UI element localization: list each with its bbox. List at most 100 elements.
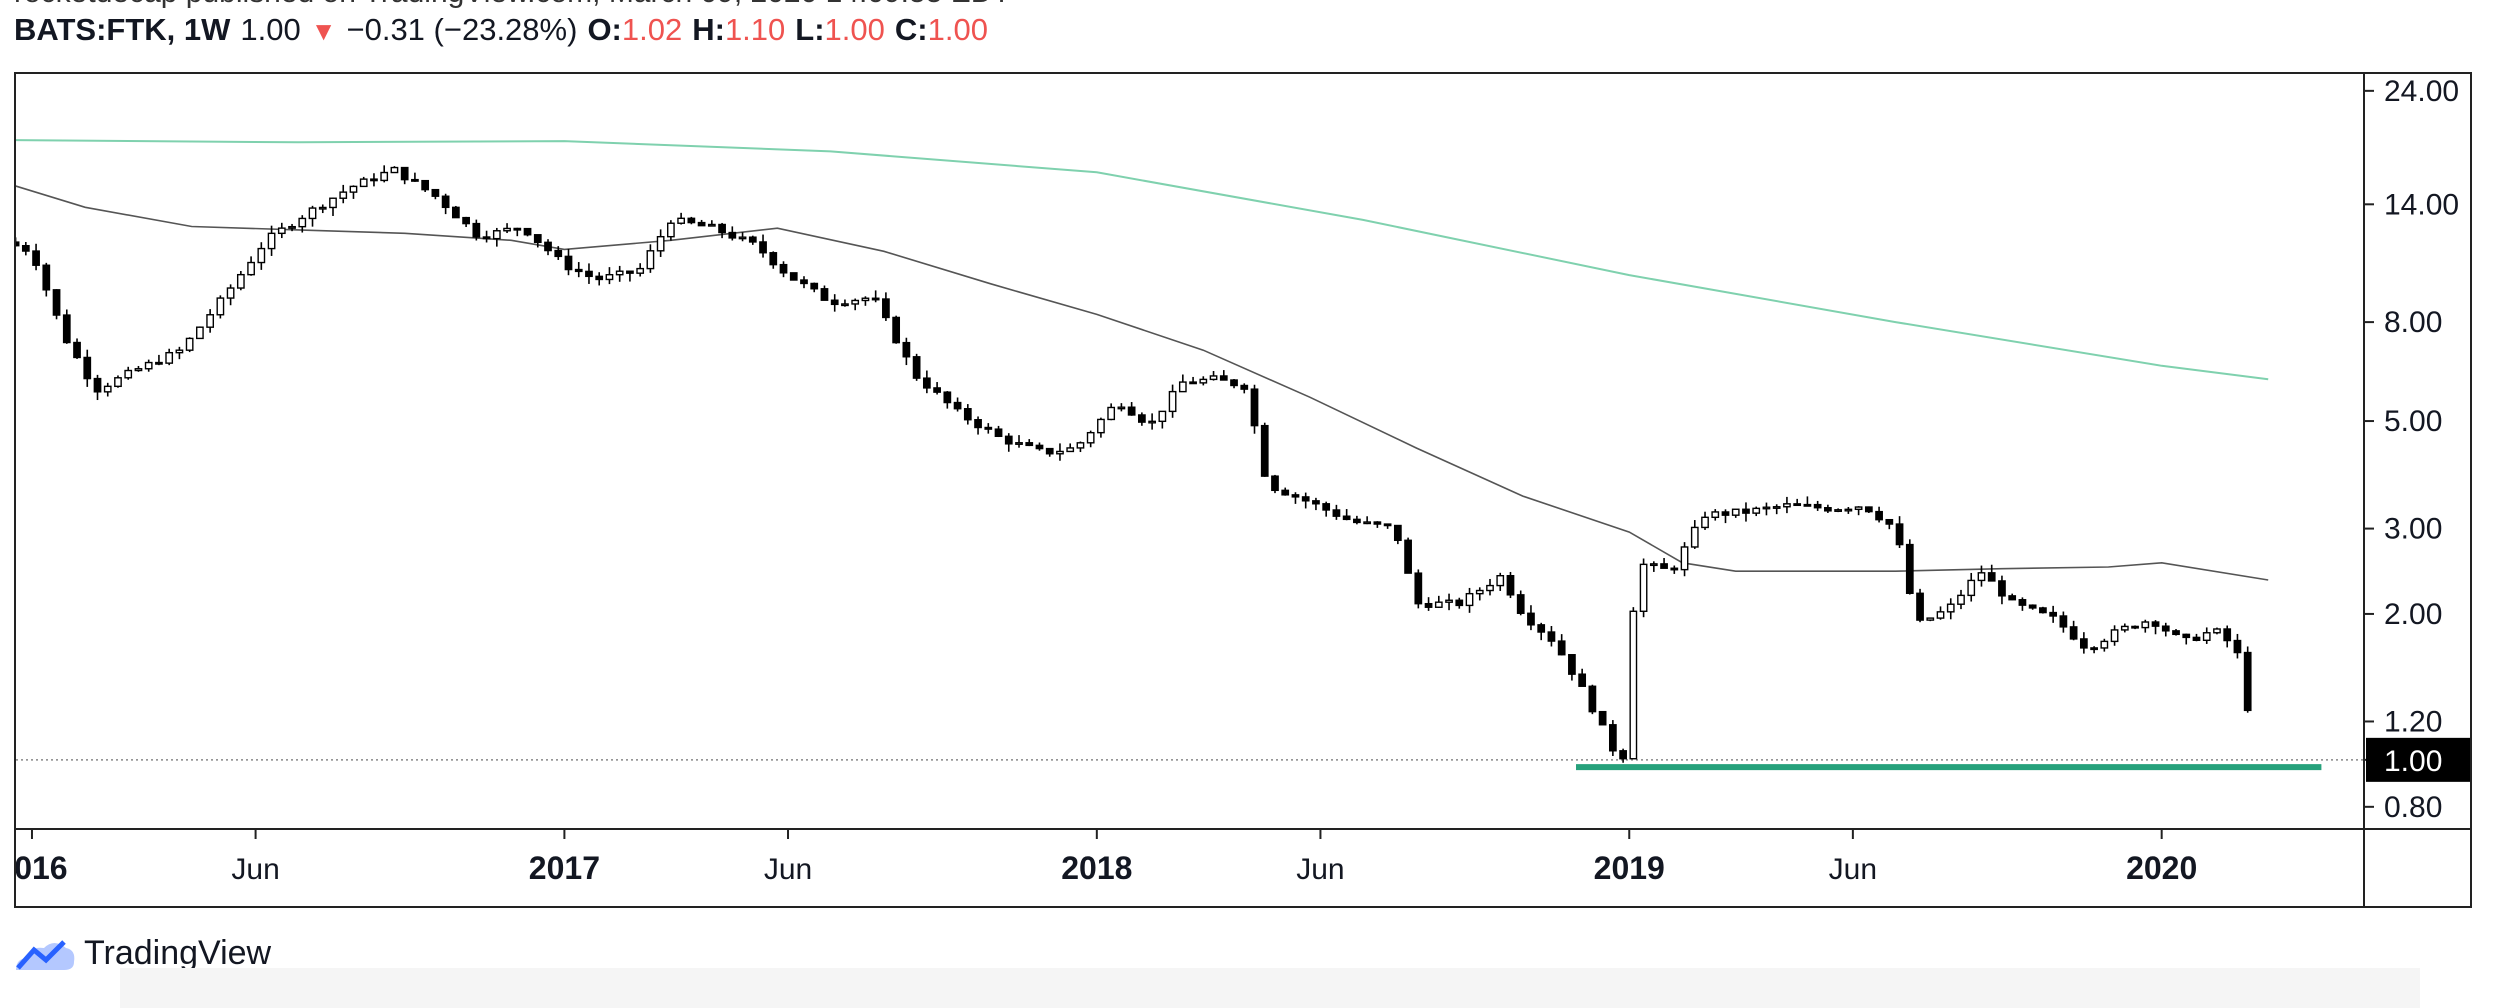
candle-down xyxy=(1578,673,1587,687)
candle-down xyxy=(1875,510,1883,521)
candle-up xyxy=(677,217,685,224)
candle-up xyxy=(103,385,112,393)
candle-down xyxy=(21,244,30,252)
candle-up xyxy=(1209,375,1218,381)
candle-down xyxy=(441,195,450,209)
chart-frame[interactable]: 24.00 14.00 8.00 5.00 3.00 2.00 1.20 0.80 2016 Ju… xyxy=(14,72,2472,908)
candle-down xyxy=(1301,496,1310,502)
candle-down xyxy=(1987,572,1996,582)
candle-down xyxy=(564,255,573,271)
candle-down xyxy=(1281,489,1290,496)
candle-up xyxy=(707,223,716,227)
candle-down xyxy=(16,241,20,247)
candle-down xyxy=(421,179,430,191)
candle-up xyxy=(1772,506,1781,509)
candle-up xyxy=(185,337,194,351)
candle-down xyxy=(779,263,788,274)
candle-down xyxy=(933,387,941,393)
candle-down xyxy=(1455,599,1464,607)
candle-down xyxy=(871,297,880,301)
candle-down xyxy=(984,426,993,430)
open-value: 1.02 xyxy=(621,12,683,47)
candle-up xyxy=(646,250,655,270)
candle-down xyxy=(431,188,440,197)
close-label: C: xyxy=(894,12,928,47)
candle-up xyxy=(196,326,204,340)
candle-down xyxy=(1527,612,1535,626)
tradingview-logo[interactable]: TradingView xyxy=(14,934,271,973)
candle-up xyxy=(144,361,153,370)
candle-up xyxy=(1926,617,1935,621)
candle-up xyxy=(605,273,614,281)
candle-up xyxy=(1475,589,1484,595)
candle-down xyxy=(370,178,378,182)
candle-down xyxy=(595,275,604,281)
candle-up xyxy=(1465,592,1474,607)
candle-down xyxy=(52,289,61,316)
candle-up xyxy=(236,273,245,289)
candle-up xyxy=(359,178,368,188)
candle-down xyxy=(902,341,911,358)
candle-down xyxy=(1813,503,1822,509)
candle-up xyxy=(308,207,317,220)
candle-down xyxy=(513,227,522,231)
candle-up xyxy=(2120,625,2129,631)
candle-up xyxy=(492,230,501,240)
candle-down xyxy=(1895,523,1904,546)
candle-up xyxy=(1056,450,1064,455)
symbol-label[interactable]: BATS:FTK, 1W xyxy=(14,12,231,47)
candle-down xyxy=(1516,594,1525,614)
candle-up xyxy=(1844,508,1853,512)
candle-up xyxy=(1168,390,1177,413)
candle-up xyxy=(1711,511,1720,519)
candle-down xyxy=(882,298,890,319)
candle-down xyxy=(759,241,767,254)
candle-down xyxy=(1322,503,1331,511)
candle-down xyxy=(1138,414,1146,423)
candle-up xyxy=(656,235,665,252)
candle-down xyxy=(1905,543,1914,594)
price-tag-label: 1.00 xyxy=(2384,745,2442,778)
candle-down xyxy=(1998,580,2006,597)
candle-down xyxy=(1332,509,1341,517)
candle-down xyxy=(400,166,409,181)
candle-down xyxy=(1260,424,1269,477)
candle-down xyxy=(2233,639,2242,654)
candle-down xyxy=(1619,750,1627,760)
price-tick-label: 14.00 xyxy=(2384,188,2459,221)
candle-down xyxy=(533,234,542,244)
candle-down xyxy=(32,250,40,266)
candle-down xyxy=(544,241,552,252)
candle-down xyxy=(2008,595,2017,601)
candle-down xyxy=(922,377,931,389)
candle-up xyxy=(1946,603,1955,613)
candle-up xyxy=(267,232,276,250)
candle-down xyxy=(912,356,921,379)
candle-down xyxy=(1916,592,1924,621)
candle-down xyxy=(830,299,839,306)
candle-down xyxy=(2192,636,2201,641)
candle-up xyxy=(1701,516,1709,529)
candle-down xyxy=(728,231,737,239)
low-value: 1.00 xyxy=(824,12,885,47)
candle-down xyxy=(2182,633,2191,639)
candle-down xyxy=(462,216,470,225)
candle-up xyxy=(1434,601,1443,608)
candle-down xyxy=(1271,475,1279,492)
candle-down xyxy=(1312,500,1320,505)
candle-up xyxy=(2202,632,2211,641)
candle-up xyxy=(247,261,255,276)
candle-up xyxy=(1783,503,1791,508)
candle-up xyxy=(216,297,225,316)
candle-up xyxy=(615,270,624,276)
symbol-header: BATS:FTK, 1W 1.00 ▼ −0.31 (−23.28%) O: 1… xyxy=(14,12,988,48)
price-tick-label: 1.20 xyxy=(2384,705,2442,738)
candle-down xyxy=(892,316,901,344)
candle-up xyxy=(1158,410,1167,423)
candle-down xyxy=(1230,379,1238,387)
candle-up xyxy=(114,377,122,388)
price-chart[interactable]: 24.00 14.00 8.00 5.00 3.00 2.00 1.20 0.80 2016 Ju… xyxy=(16,74,2470,906)
candle-down xyxy=(2223,628,2232,642)
time-tick-label: Jun xyxy=(1296,853,1344,886)
price-tick-label: 5.00 xyxy=(2384,405,2442,438)
